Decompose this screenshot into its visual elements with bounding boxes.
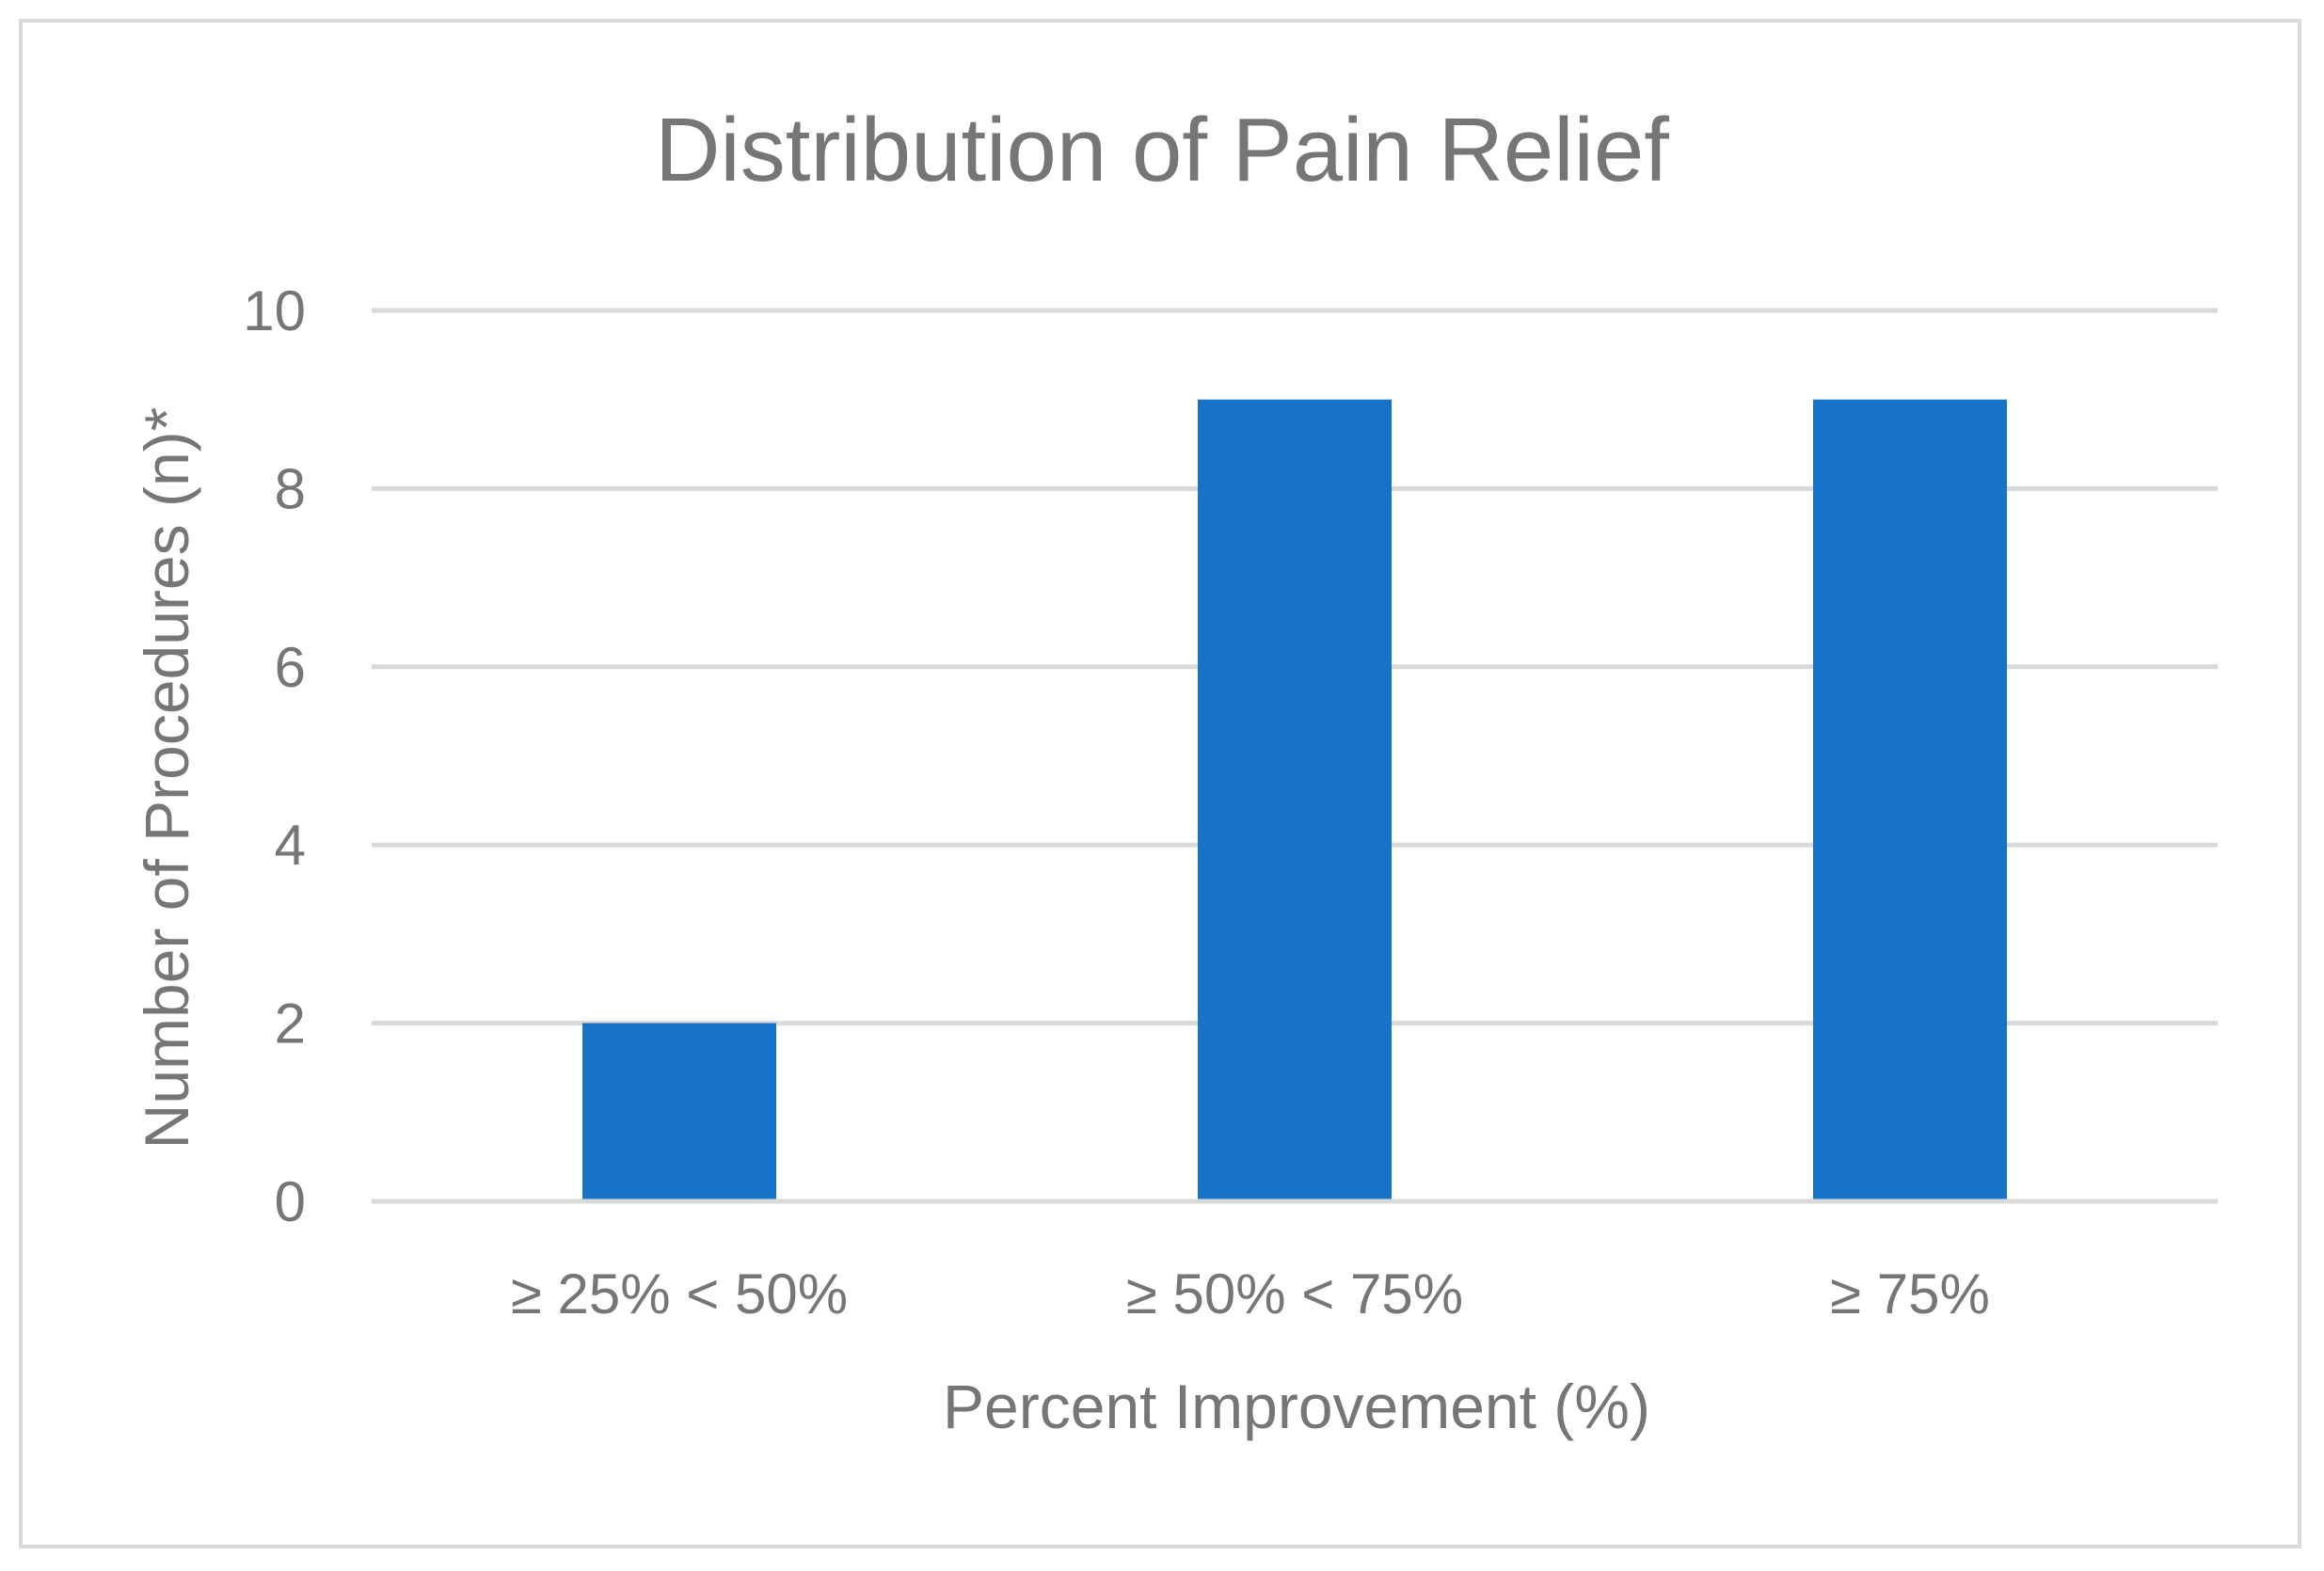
y-tick-label: 10 (243, 279, 306, 342)
x-axis-categories: ≥ 25% < 50% ≥ 50% < 75% ≥ 75% (511, 1262, 1990, 1325)
bar-1 (582, 1023, 776, 1199)
x-category-label: ≥ 75% (1830, 1262, 1990, 1325)
y-tick-label: 6 (275, 636, 306, 699)
y-axis-title: Number of Procedures (n)* (132, 407, 201, 1150)
y-axis-ticks: 0 2 4 6 8 10 (243, 279, 306, 1233)
y-tick-label: 8 (275, 457, 306, 520)
chart-title: Distribution of Pain Relief (655, 100, 1669, 200)
bar-3 (1813, 399, 2007, 1199)
x-category-label: ≥ 25% < 50% (511, 1262, 848, 1325)
bars (582, 399, 2007, 1199)
y-tick-label: 2 (275, 992, 306, 1055)
y-tick-label: 4 (275, 814, 306, 877)
bar-2 (1198, 399, 1392, 1199)
y-tick-label: 0 (275, 1170, 306, 1233)
x-axis-title: Percent Improvement (%) (943, 1372, 1650, 1441)
x-category-label: ≥ 50% < 75% (1126, 1262, 1463, 1325)
